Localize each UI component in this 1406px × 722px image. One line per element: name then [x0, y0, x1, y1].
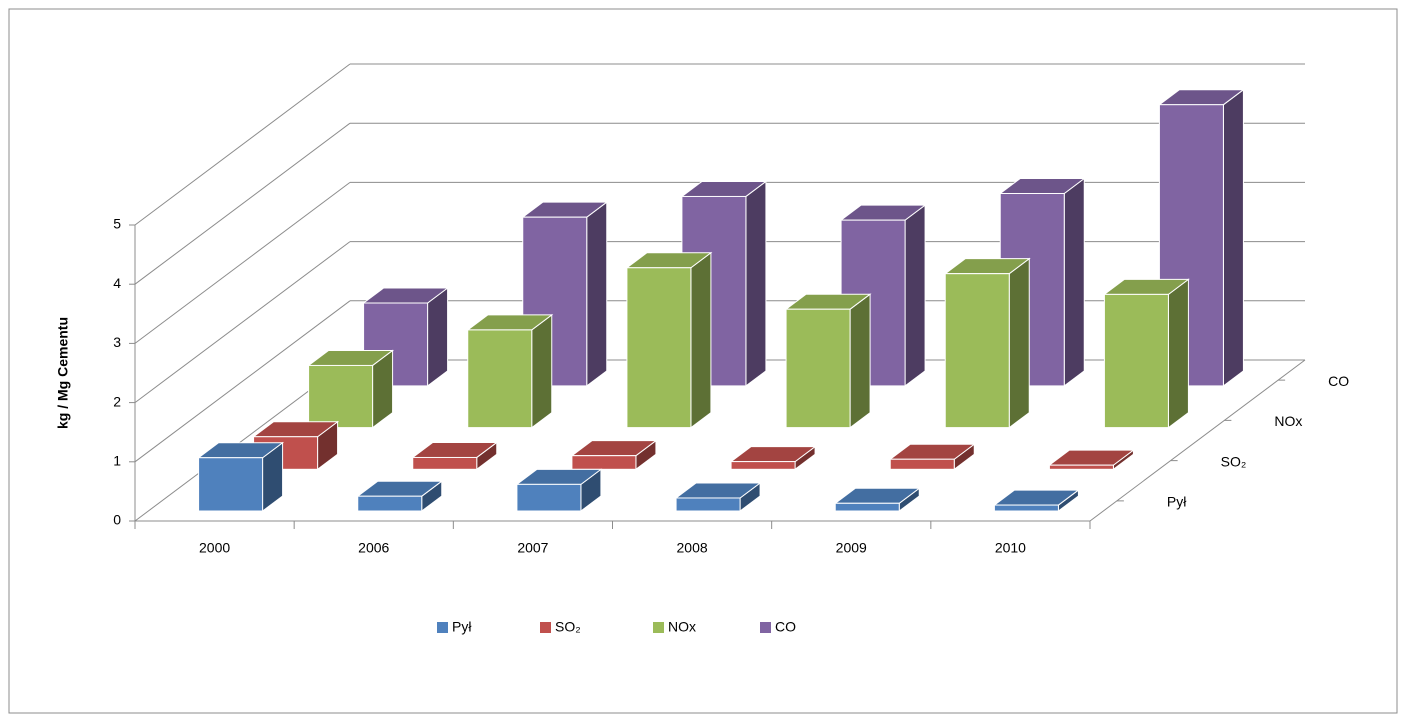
bar-front — [571, 455, 637, 470]
bar-side — [904, 204, 926, 387]
bar — [1102, 278, 1190, 429]
legend-swatch — [540, 622, 551, 633]
bar — [515, 468, 603, 512]
bar — [356, 480, 444, 512]
bar-front — [785, 308, 851, 429]
x-tick-label: 2006 — [358, 540, 389, 556]
legend-label: CO — [775, 619, 796, 635]
x-tick-label: 2010 — [995, 540, 1026, 556]
bar — [729, 445, 817, 471]
bar-front — [993, 504, 1059, 512]
bar-front — [357, 495, 423, 512]
side-grid-line — [134, 300, 351, 463]
y-tick-label: 2 — [113, 393, 121, 409]
y-axis-title: kg / Mg Cementu — [55, 317, 71, 429]
y-tick-label: 0 — [113, 512, 121, 528]
bar — [943, 257, 1031, 429]
y-tick-label: 3 — [113, 334, 121, 350]
bar-side — [586, 201, 608, 387]
bar — [1047, 449, 1135, 471]
bar-front — [412, 456, 478, 470]
bar — [307, 349, 395, 429]
depth-tick-label: SO₂ — [1221, 453, 1247, 469]
legend-label: Pył — [452, 619, 472, 635]
x-tick-label: 2007 — [517, 540, 548, 556]
bar — [992, 489, 1080, 512]
depth-tick-label: NOx — [1274, 413, 1302, 429]
bar — [625, 251, 713, 429]
bar — [466, 313, 554, 429]
bar-side — [1008, 257, 1030, 429]
bar-front — [730, 461, 796, 470]
bar-side — [427, 287, 449, 387]
y-tick-label: 4 — [113, 275, 121, 291]
bar-side — [531, 313, 553, 429]
bar — [674, 481, 762, 512]
side-grid-line — [134, 181, 351, 344]
bar-side — [1063, 177, 1085, 387]
side-grid-line — [134, 122, 351, 285]
legend-label: NOx — [668, 619, 696, 635]
bar-front — [467, 329, 533, 429]
bar-side — [1222, 88, 1244, 387]
bar — [784, 293, 872, 429]
y-tick-label: 1 — [113, 453, 121, 469]
legend-swatch — [760, 622, 771, 633]
depth-tick-label: Pył — [1167, 494, 1187, 510]
bar-front — [889, 458, 955, 470]
y-tick-label: 5 — [113, 216, 121, 232]
bar-side — [849, 293, 871, 429]
bar — [411, 441, 499, 471]
bar-side — [745, 180, 767, 387]
legend-swatch — [653, 622, 664, 633]
legend-label: SO₂ — [555, 619, 581, 635]
bar-side — [690, 251, 712, 429]
side-grid-line — [134, 241, 351, 404]
bar-front — [834, 502, 900, 512]
bar-front — [198, 457, 264, 512]
bar — [362, 287, 450, 387]
x-tick-label: 2009 — [836, 540, 867, 556]
bar-front — [944, 273, 1010, 429]
bar-front — [626, 267, 692, 429]
bar-front — [1103, 293, 1169, 429]
bar-front — [1048, 464, 1114, 470]
depth-tick-label: CO — [1328, 373, 1349, 389]
side-grid-line — [134, 63, 351, 226]
depth-axis — [1089, 359, 1306, 522]
bar-front — [363, 302, 429, 387]
legend-swatch — [437, 622, 448, 633]
bar — [833, 487, 921, 512]
bar-front — [308, 364, 374, 429]
bar — [570, 439, 658, 471]
x-tick-label: 2000 — [199, 540, 230, 556]
bar-front — [675, 497, 741, 512]
bar — [888, 443, 976, 471]
x-tick-label: 2008 — [677, 540, 708, 556]
bar — [197, 441, 285, 512]
bar-side — [1167, 278, 1189, 429]
bar-front — [516, 483, 582, 512]
